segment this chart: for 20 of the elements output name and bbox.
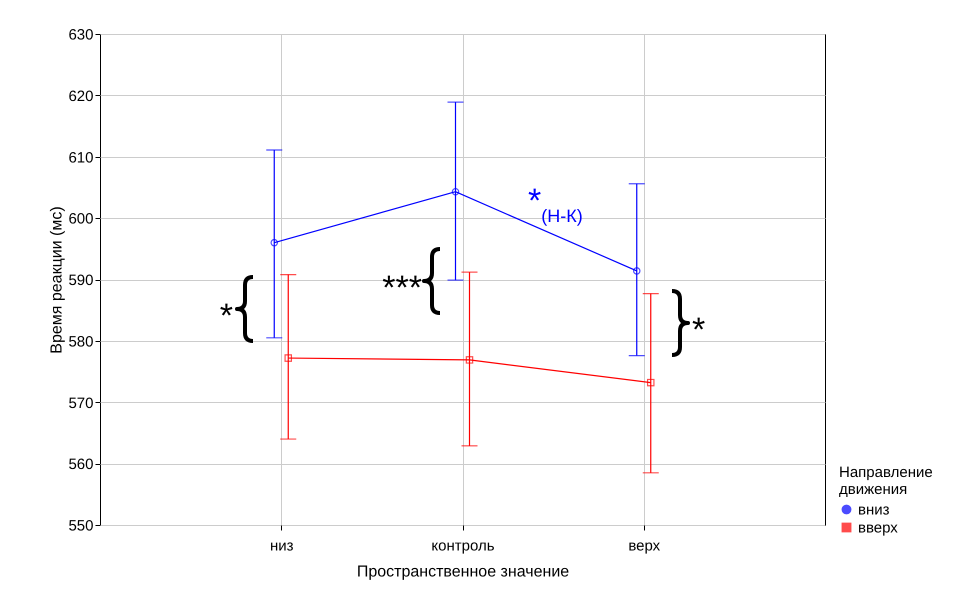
y-tick-label: 620 bbox=[68, 88, 94, 105]
annotation: *** bbox=[382, 269, 422, 307]
y-tick-label: 610 bbox=[68, 149, 94, 166]
y-axis-title: Время реакции (мс) bbox=[48, 206, 66, 354]
annotation: * bbox=[220, 297, 233, 335]
y-tick-label: 580 bbox=[68, 333, 94, 350]
x-tick-label: верх bbox=[628, 538, 661, 554]
y-tick-label: 560 bbox=[68, 456, 94, 474]
annotation: *$_{(Н-К)}$ bbox=[528, 182, 583, 226]
y-tick-label: 600 bbox=[68, 210, 94, 228]
x-tick-label: низ bbox=[270, 538, 294, 554]
y-tick-label: 630 bbox=[68, 26, 94, 44]
annotation: * bbox=[692, 311, 706, 349]
x-tick-label: контроль bbox=[431, 538, 495, 554]
legend-label: вверх bbox=[858, 520, 898, 536]
legend-label: вниз bbox=[858, 502, 890, 518]
x-axis-title: Пространственное значение bbox=[356, 564, 570, 580]
y-tick-label: 570 bbox=[68, 394, 94, 412]
y-tick-label: 590 bbox=[68, 272, 94, 289]
y-tick-label: 550 bbox=[68, 518, 94, 534]
